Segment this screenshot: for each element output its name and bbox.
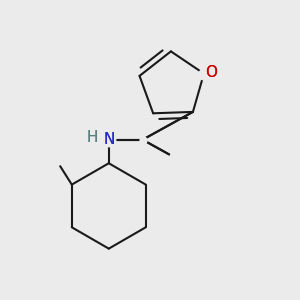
Text: N: N <box>103 132 115 147</box>
Text: N: N <box>103 132 115 147</box>
Text: O: O <box>205 65 217 80</box>
Text: O: O <box>205 65 217 80</box>
Text: H: H <box>87 130 98 145</box>
Text: H: H <box>87 130 98 145</box>
